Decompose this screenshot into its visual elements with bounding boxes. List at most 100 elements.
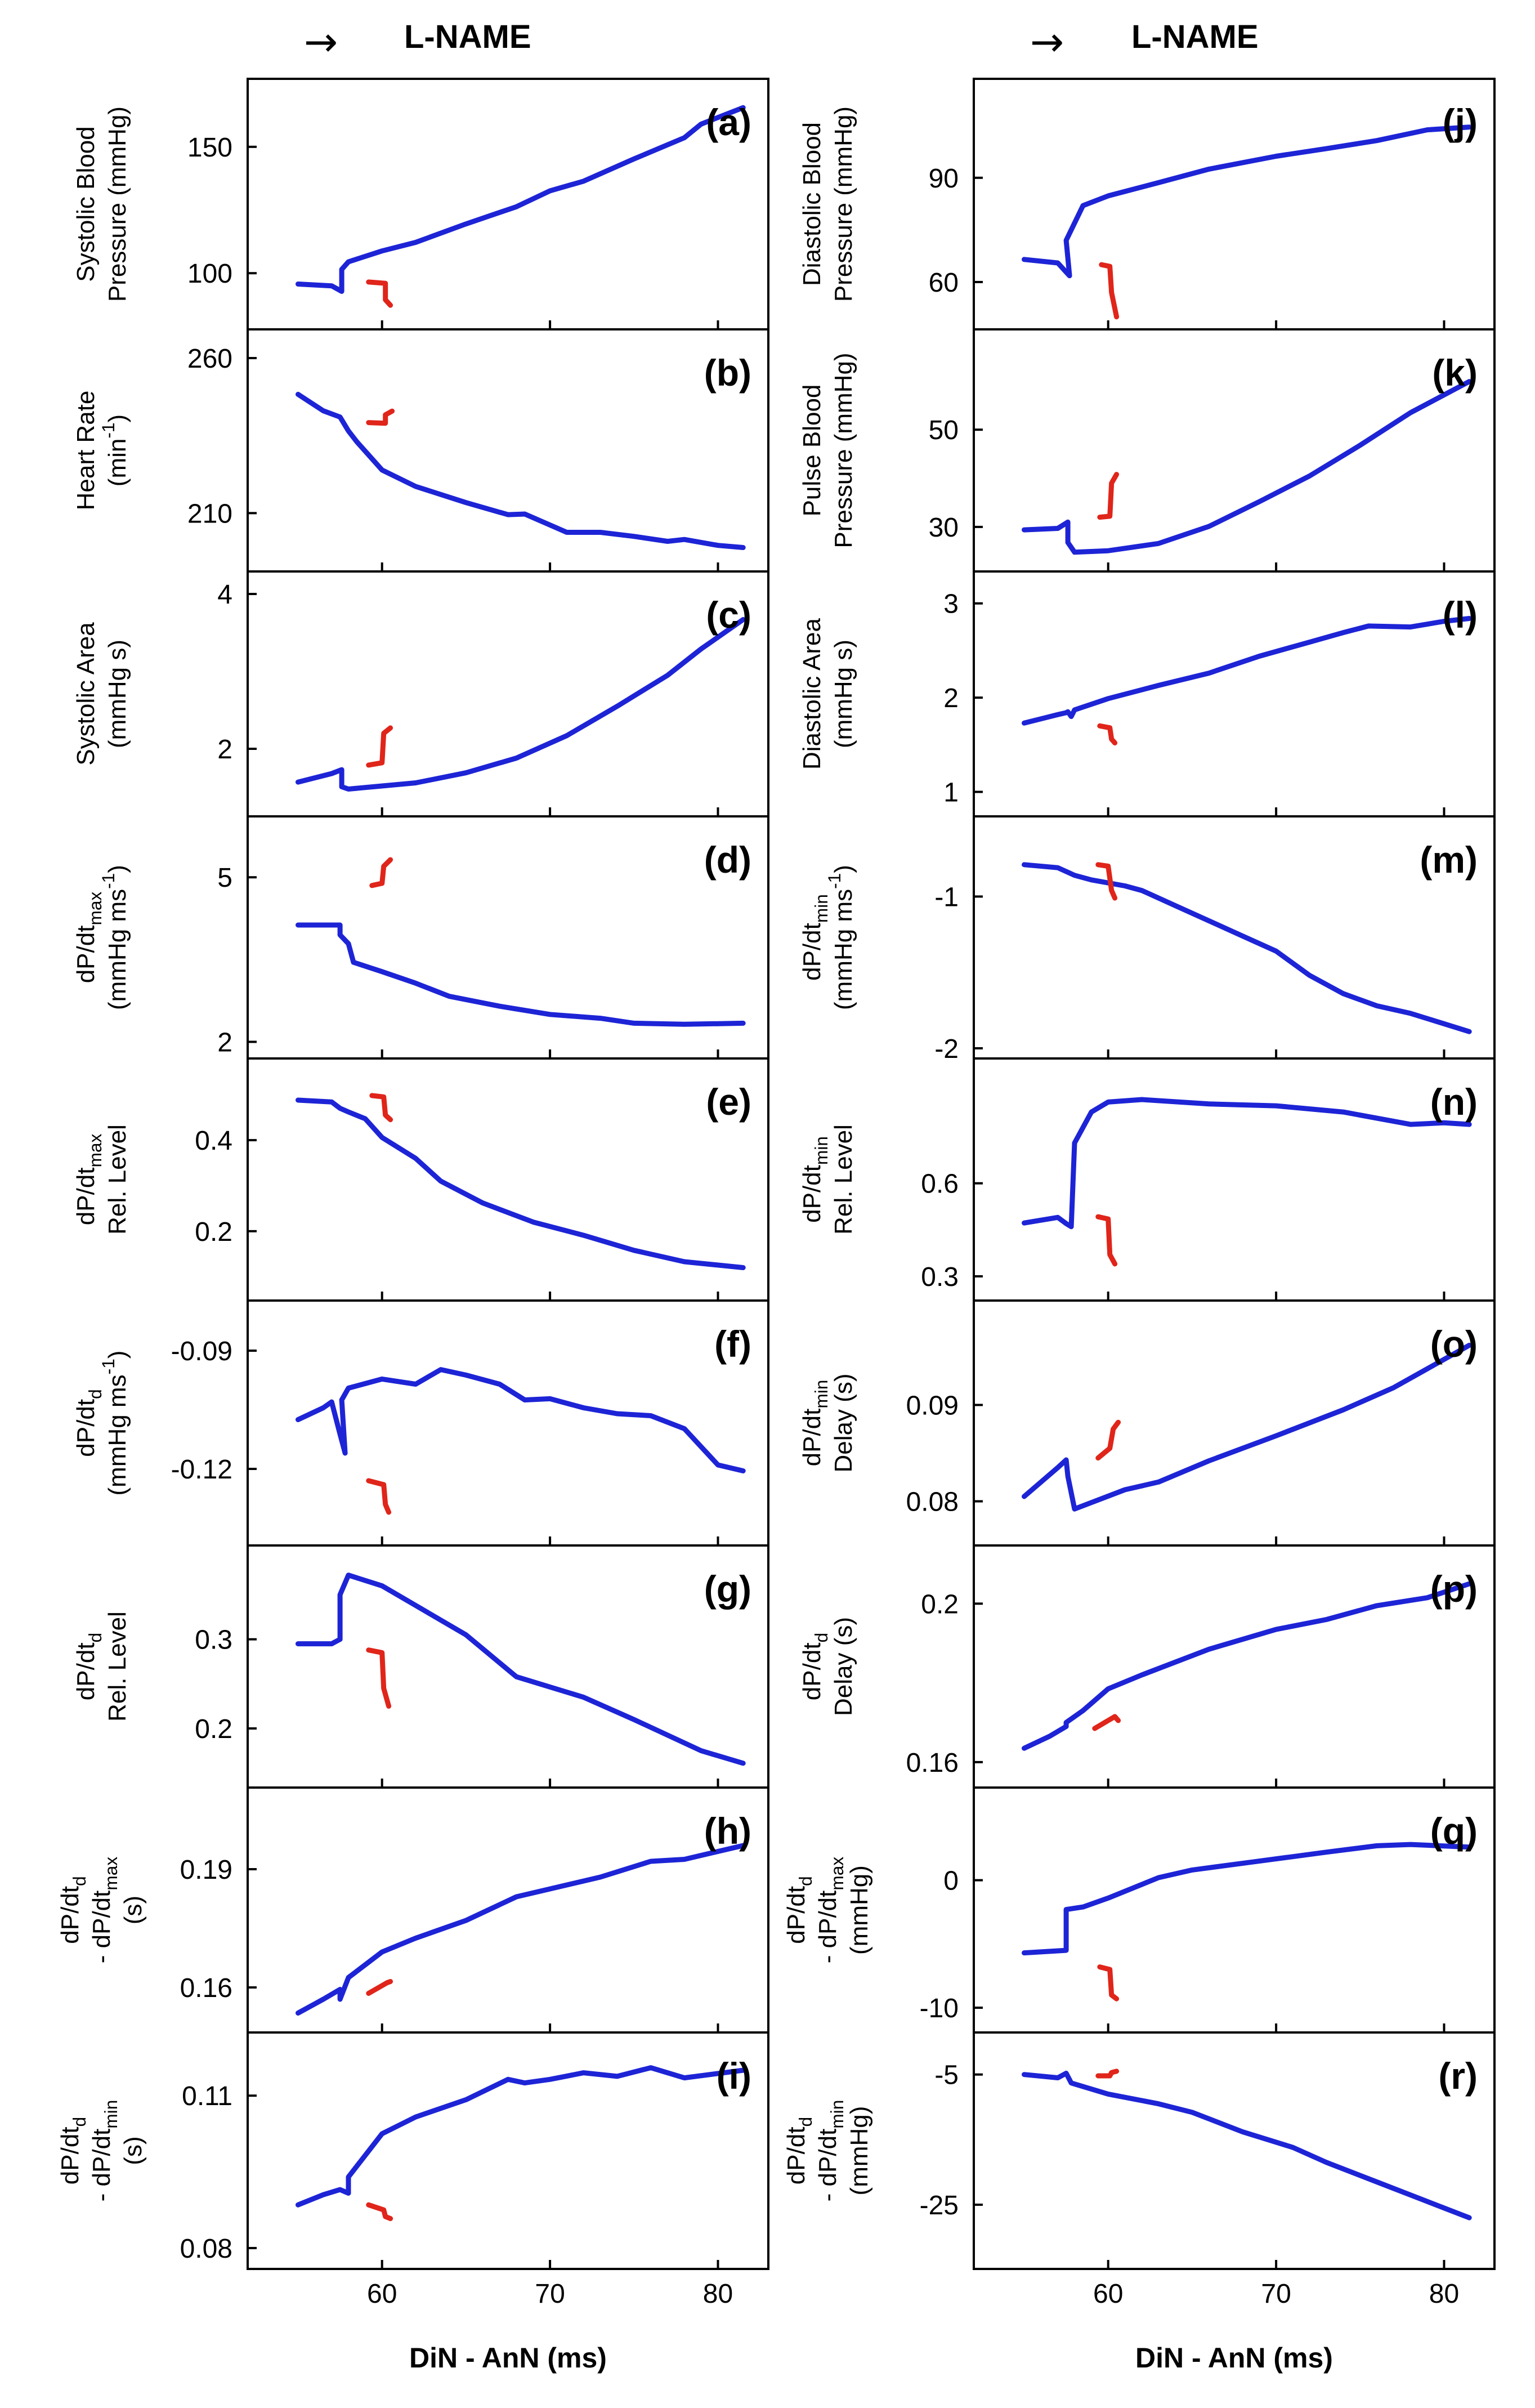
- panel-frame: [247, 1299, 769, 1547]
- panel-p: 0.16 0.2 dP/dtd​Delay (s) (p): [798, 1544, 1496, 1789]
- header-right-label: L-NAME: [1131, 19, 1259, 55]
- series-line-blue: [296, 391, 746, 550]
- series-line-blue: [296, 616, 746, 792]
- y-axis-label: dP/dtmax​: [72, 1134, 105, 1226]
- panel-q: -10 0 dP/dtd​- dP/dtmax​(mmHg) (q): [782, 1786, 1496, 2034]
- panel-frame: [973, 1544, 1496, 1789]
- y-axis-label: Systolic Area: [72, 622, 100, 766]
- header-left-label: L-NAME: [404, 19, 531, 55]
- y-tick-label: 1: [943, 778, 959, 808]
- arrow-right-icon: →: [1030, 18, 1064, 65]
- panel-a: 100 150 Systolic Blood Pressure (mmHg) (a): [72, 78, 769, 330]
- panel-label: (m): [1420, 839, 1478, 881]
- arrow-right-icon: →: [304, 18, 338, 65]
- y-axis-label: Delay (s): [830, 1617, 857, 1716]
- series-line-blue: [296, 105, 746, 294]
- y-axis-label: - dP/dtmin​: [88, 2100, 121, 2202]
- series-line-blue: [296, 1572, 746, 1766]
- y-axis-label: (mmHg ms-1): [98, 1351, 131, 1496]
- series-line-blue: [296, 1843, 746, 2016]
- y-axis-label: dP/dtmin​: [798, 894, 831, 981]
- y-tick-label: 0.11: [182, 2081, 232, 2111]
- panel-frame: [973, 2031, 1496, 2270]
- y-tick-label: 0.6: [921, 1169, 959, 1199]
- y-tick-label: 0.16: [180, 1973, 232, 2003]
- series-line-red: [1099, 262, 1120, 320]
- y-tick-label: 0.19: [180, 1855, 232, 1885]
- y-tick-label: 5: [217, 863, 232, 893]
- series-line-red: [366, 725, 393, 768]
- panel-m: -2 -1 dP/dtmin​(mmHg ms-1) (m): [798, 815, 1496, 1064]
- y-axis-label: Systolic Blood: [72, 126, 100, 282]
- y-axis-label: dP/dtd​: [782, 1876, 816, 1944]
- y-tick-label: -1: [934, 882, 959, 912]
- y-axis-label: Pressure (mmHg): [830, 352, 857, 548]
- panel-g: 0.2 0.3 dP/dtd​Rel. Level (g): [72, 1544, 769, 1789]
- y-tick-label: 0.4: [195, 1126, 232, 1156]
- panel-j: 60 90 Diastolic Blood Pressure (mmHg) (j): [798, 78, 1496, 330]
- y-axis-label: - dP/dtmax​: [814, 1857, 847, 1964]
- y-tick-label: 100: [187, 259, 232, 289]
- panel-frame: [973, 78, 1496, 330]
- panel-l: 1 2 3 Diastolic Area (mmHg s) (l): [798, 570, 1496, 817]
- panel-label: (l): [1443, 594, 1478, 636]
- series-line-red: [366, 279, 393, 308]
- y-axis-label: Pressure (mmHg): [830, 106, 857, 302]
- series-line-red: [1095, 2069, 1120, 2079]
- panel-i: 0.08 0.11 dP/dtd​- dP/dtmin​(s) (i) 60 70 80 Di…: [56, 2031, 769, 2374]
- y-axis-label: dP/dtd​: [72, 1389, 105, 1457]
- y-tick-label: 0.2: [921, 1589, 959, 1619]
- y-tick-label: -10: [920, 1994, 959, 2023]
- panel-label: (e): [706, 1081, 751, 1123]
- panel-label: (r): [1438, 2055, 1478, 2097]
- y-axis-label: (s): [119, 2136, 147, 2165]
- x-tick-label: 70: [1261, 2279, 1291, 2309]
- y-axis-label: Rel. Level: [104, 1611, 131, 1722]
- series-line-red: [366, 408, 395, 426]
- y-axis-label: dP/dtmin​: [798, 1380, 831, 1467]
- series-line-blue: [296, 2065, 746, 2208]
- panel-frame: [247, 328, 769, 573]
- panel-h: 0.16 0.19 dP/dtd​- dP/dtmax​(s) (h): [56, 1786, 769, 2034]
- panel-label: (c): [706, 594, 751, 636]
- series-line-red: [1097, 723, 1118, 745]
- y-tick-label: 90: [929, 164, 959, 194]
- panel-c: 2 4 Systolic Area (mmHg s) (c): [72, 570, 769, 817]
- y-axis-label: dP/dtmin​: [798, 1136, 831, 1223]
- y-tick-label: 0.2: [195, 1714, 232, 1744]
- series-line-blue: [296, 1367, 746, 1473]
- y-axis-label: Diastolic Area: [798, 618, 826, 770]
- panel-n: 0.3 0.6 dP/dtmin​Rel. Level (n): [798, 1057, 1496, 1302]
- panel-frame: [973, 328, 1496, 573]
- panel-label: (q): [1430, 1810, 1478, 1852]
- y-axis-label: - dP/dtmax​: [88, 1857, 121, 1964]
- panel-label: (j): [1443, 101, 1478, 143]
- series-line-blue: [1022, 616, 1472, 726]
- y-tick-label: 2: [217, 1028, 232, 1058]
- panel-f: -0.12 -0.09 dP/dtd​(mmHg ms-1) (f): [72, 1299, 769, 1547]
- y-tick-label: 0.3: [195, 1625, 232, 1655]
- panel-frame: [973, 1786, 1496, 2034]
- x-axis-label: DiN - AnN (ms): [1135, 2342, 1333, 2374]
- panel-label: (k): [1432, 352, 1478, 394]
- y-tick-label: 0.09: [906, 1391, 959, 1420]
- y-axis-label: (mmHg ms-1): [98, 865, 131, 1010]
- y-tick-label: -0.09: [171, 1337, 232, 1366]
- panel-d: 2 5 dP/dtmax​(mmHg ms-1) (d): [72, 815, 769, 1060]
- y-axis-label: (mmHg s): [104, 640, 131, 748]
- y-tick-label: 0.2: [195, 1217, 232, 1247]
- y-tick-label: -0.12: [171, 1455, 232, 1485]
- y-tick-label: 260: [187, 344, 232, 374]
- y-tick-label: 0.08: [180, 2234, 232, 2264]
- panel-e: 0.2 0.4 dP/dtmax​Rel. Level (e): [72, 1057, 769, 1302]
- series-line-red: [1095, 862, 1118, 901]
- panel-r: -25 -5 dP/dtd​- dP/dtmin​(mmHg) (r) 60 70 80 Di…: [782, 2031, 1496, 2374]
- y-axis-label: dP/dtd​: [56, 2117, 89, 2184]
- y-axis-label: (mmHg): [845, 1865, 873, 1955]
- series-line-blue: [1022, 1097, 1472, 1230]
- series-line-blue: [1022, 379, 1472, 555]
- y-tick-label: 2: [943, 683, 959, 713]
- y-tick-label: 3: [943, 589, 959, 619]
- panel-label: (d): [704, 839, 751, 881]
